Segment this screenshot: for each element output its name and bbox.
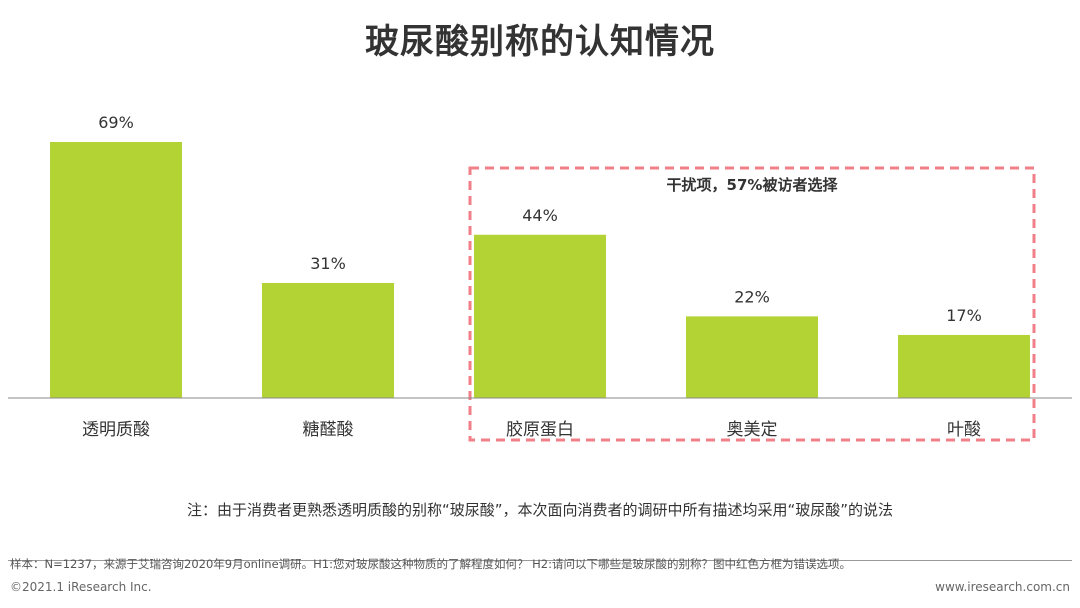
- bar-胶原蛋白: [474, 234, 606, 398]
- copyright-text: ©2021.1 iResearch Inc.: [10, 580, 152, 594]
- bar-奥美定: [686, 316, 818, 398]
- category-label: 奥美定: [727, 420, 778, 440]
- bar-value-label: 44%: [522, 206, 558, 225]
- website-text: www.iresearch.com.cn: [935, 580, 1070, 594]
- category-label: 糖醛酸: [303, 420, 354, 440]
- bar-叶酸: [898, 334, 1030, 398]
- bar-value-label: 69%: [98, 113, 134, 132]
- bar-value-label: 31%: [310, 254, 346, 273]
- category-label: 叶酸: [947, 420, 981, 440]
- category-label: 胶原蛋白: [506, 420, 574, 440]
- bar-透明质酸: [50, 142, 182, 398]
- footnote: 注：由于消费者更熟悉透明质酸的别称“玻尿酸”，本次面向消费者的调研中所有描述均采…: [186, 501, 894, 519]
- category-label: 透明质酸: [82, 420, 150, 440]
- distractor-annotation-label: 干扰项，57%被访者选择: [667, 176, 839, 194]
- bar-value-label: 22%: [734, 287, 770, 306]
- bar-value-label: 17%: [946, 306, 982, 325]
- bar-chart: 干扰项，57%被访者选择 69% 透明质酸 31% 糖醛酸 44% 胶原蛋白 22% 奥美定 1…: [8, 113, 1072, 442]
- source-note: 样本：N=1237，来源于艾瑞咨询2020年9月online调研。H1:您对玻尿…: [10, 557, 851, 571]
- bar-糖醛酸: [262, 282, 394, 398]
- distractor-highlight-box: [468, 166, 1036, 442]
- footer-divider: [8, 560, 1072, 561]
- chart-title: 玻尿酸别称的认知情况: [365, 22, 715, 62]
